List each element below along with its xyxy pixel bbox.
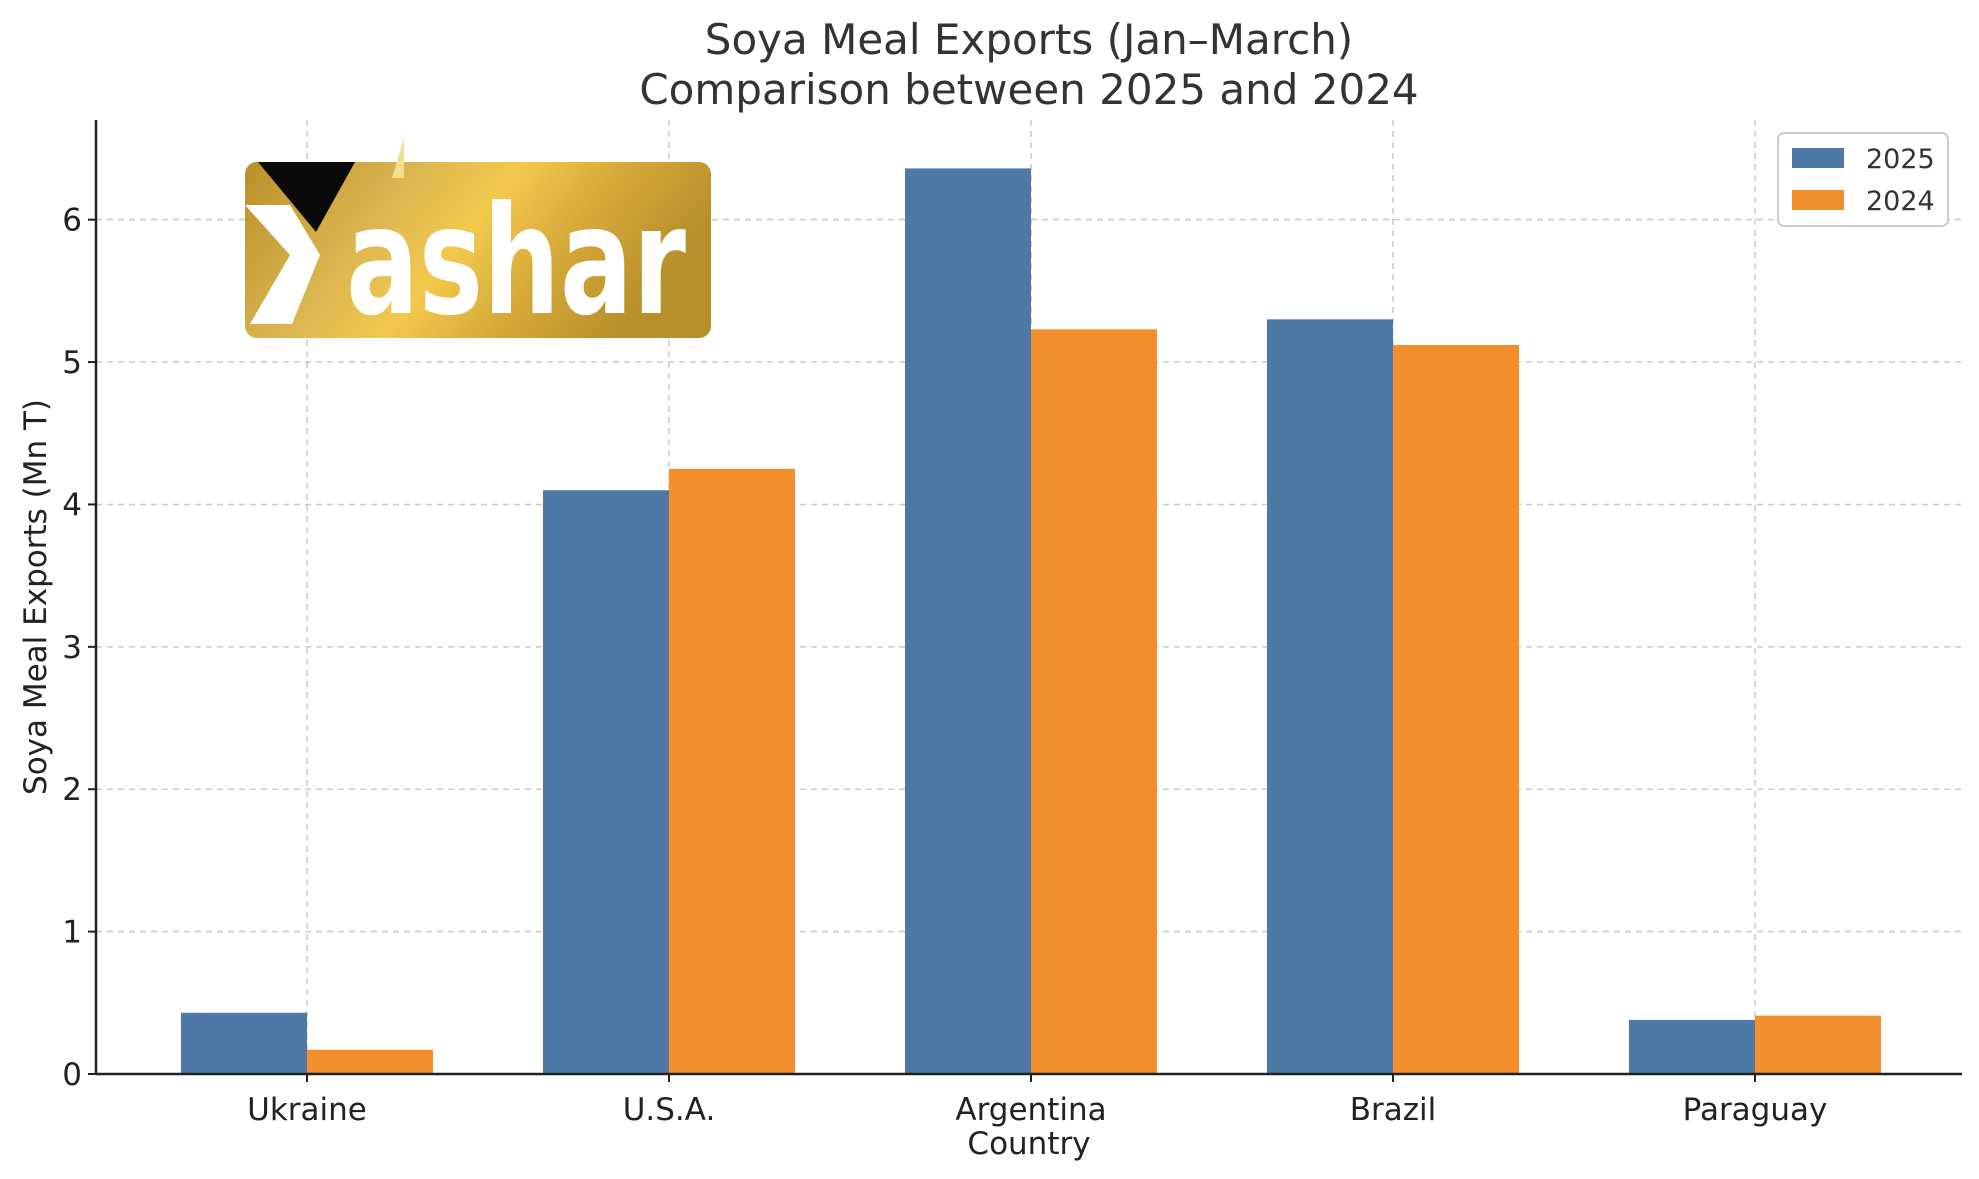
y-tick-label: 6: [62, 203, 82, 239]
bar-2025-paraguay: [1629, 1019, 1755, 1074]
logo-y-stroke: [245, 205, 320, 324]
axes: [94, 120, 1962, 1076]
bar-2025-brazil: [1267, 319, 1393, 1075]
bars: [181, 168, 1881, 1075]
y-tick-label: 4: [62, 487, 82, 523]
x-tick-label: Brazil: [1350, 1092, 1437, 1128]
y-tick-label: 3: [62, 630, 82, 666]
y-tick-label: 2: [62, 772, 82, 808]
x-tick-label: U.S.A.: [623, 1092, 716, 1128]
x-ticks: Ukraine U.S.A. Argentina Brazil Paraguay: [247, 1074, 1827, 1128]
x-axis-label: Country: [967, 1126, 1090, 1162]
chart-title: Soya Meal Exports (Jan–March): [705, 15, 1353, 64]
legend-swatch-2025: [1792, 148, 1844, 168]
y-tick-label: 0: [62, 1057, 82, 1093]
legend: 2025 2024: [1777, 132, 1949, 227]
y-tick-label: 1: [62, 915, 82, 951]
y-ticks: 0 1 2 3 4 5 6: [62, 203, 96, 1093]
logo-background: [245, 162, 711, 338]
x-tick-label: Argentina: [955, 1092, 1106, 1128]
y-tick-label: 5: [62, 345, 82, 381]
yashar-logo: ashar: [245, 138, 711, 349]
x-tick-label: Ukraine: [247, 1092, 367, 1128]
bar-2024-argentina: [1031, 329, 1157, 1075]
bar-2024-usa: [669, 468, 795, 1075]
logo-wordmark: ashar: [346, 175, 686, 349]
bar-2025-ukraine: [181, 1012, 307, 1074]
legend-swatch-2024: [1792, 190, 1844, 210]
bar-2025-argentina: [905, 168, 1031, 1075]
bar-2024-brazil: [1393, 344, 1519, 1074]
chart-subtitle: Comparison between 2025 and 2024: [639, 65, 1418, 114]
bar-2025-usa: [543, 490, 669, 1074]
y-axis-label: Soya Meal Exports (Mn T): [18, 399, 54, 795]
x-tick-label: Paraguay: [1683, 1092, 1828, 1128]
logo-accent-spike: [392, 138, 404, 178]
logo-black-triangle: [258, 162, 355, 232]
bar-2024-ukraine: [307, 1049, 433, 1074]
bar-2024-paraguay: [1755, 1015, 1881, 1074]
legend-label-2024: 2024: [1866, 186, 1935, 217]
legend-label-2025: 2025: [1866, 144, 1935, 175]
